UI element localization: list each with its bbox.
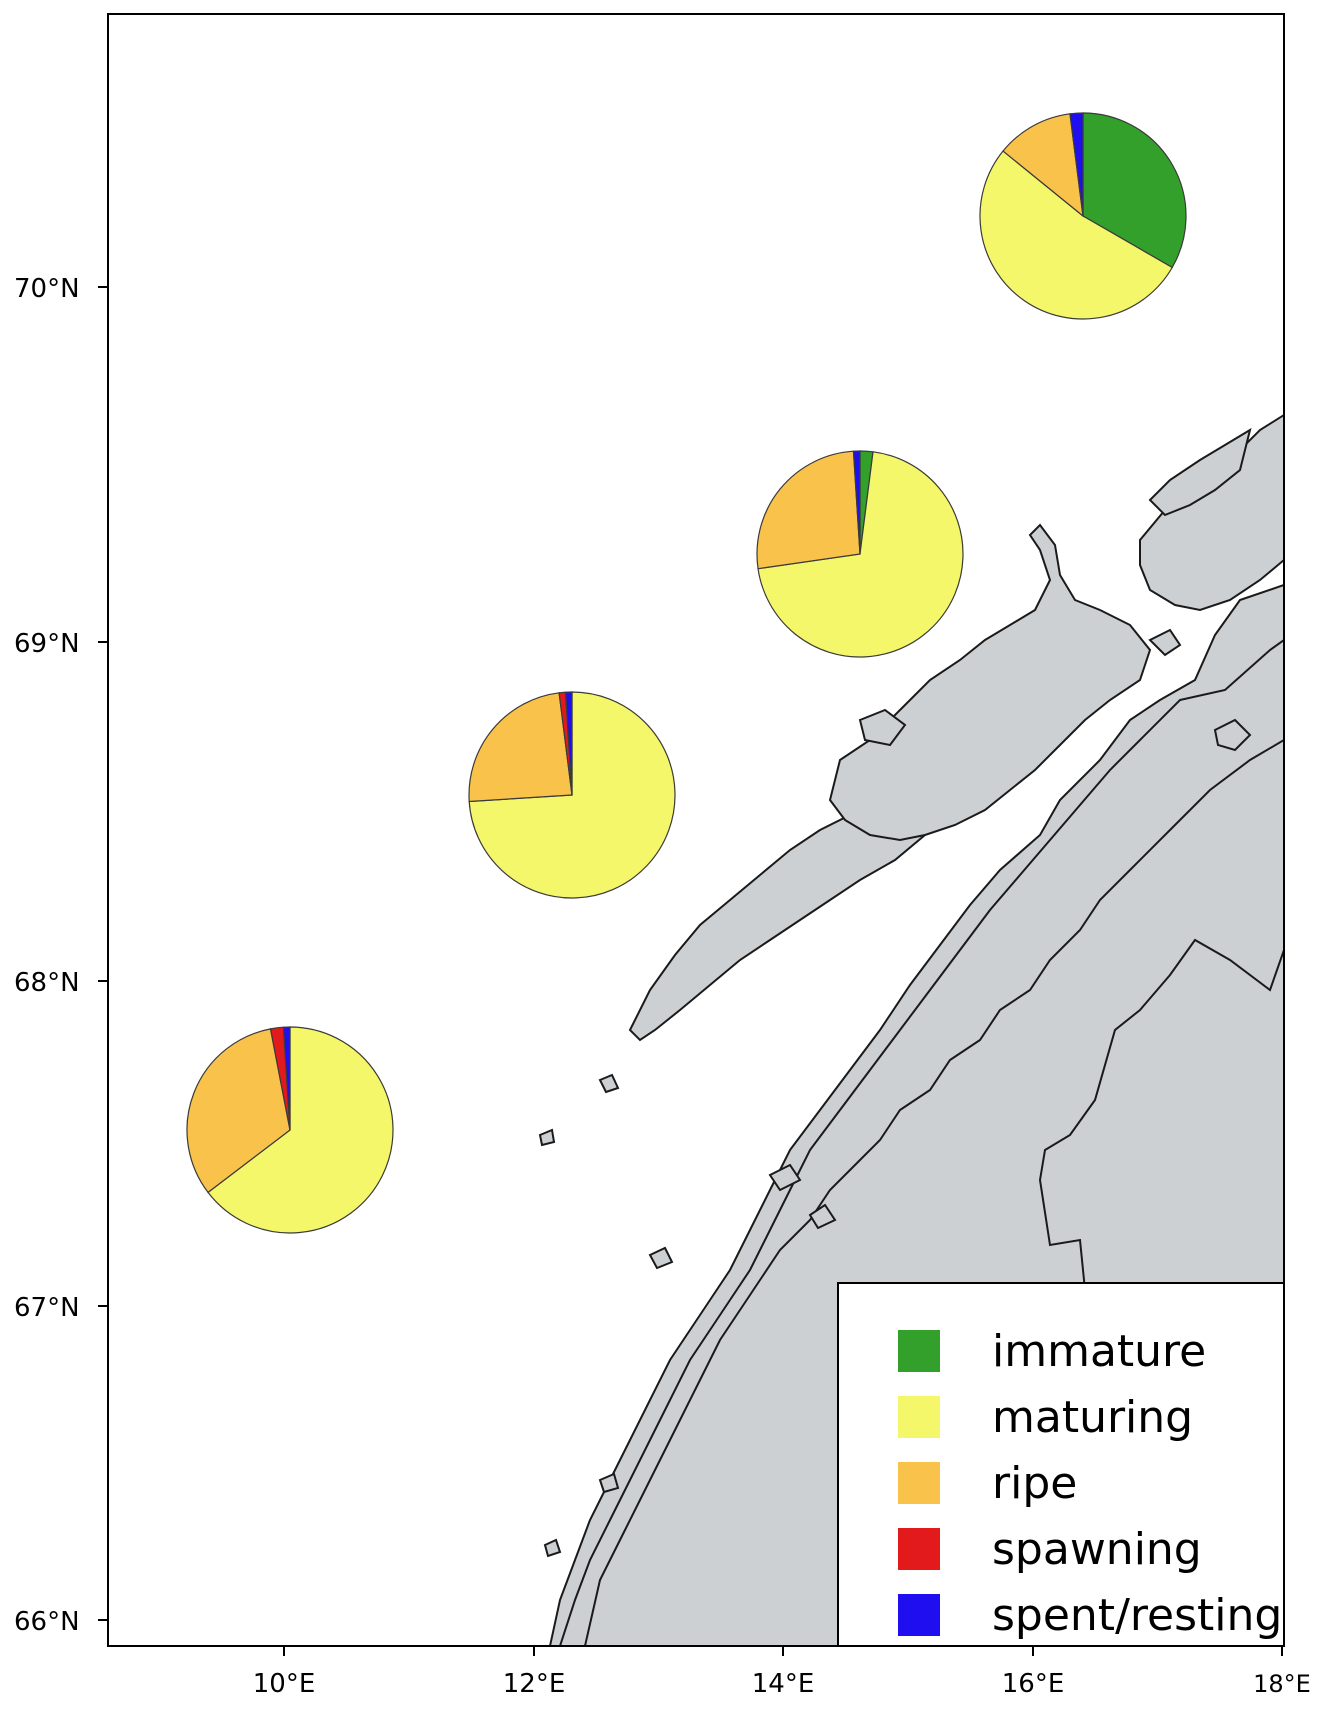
lon-label-18: 18°E [1253, 1670, 1311, 1698]
mainland-fringe [558, 638, 1284, 1646]
lon-label-14: 14°E [752, 1669, 815, 1699]
legend-swatch-spent-resting [898, 1594, 940, 1636]
pie-3-slice-spent-resting [564, 691, 573, 796]
islet-2 [538, 1128, 556, 1147]
pie-3-slice-ripe [468, 692, 573, 803]
pie-1-slice-immature [1082, 112, 1187, 269]
lat-label-69: 69°N [14, 629, 80, 659]
pie-2 [756, 450, 964, 658]
islet-5 [858, 708, 907, 747]
country-border [1038, 938, 1284, 1331]
legend-label-spent-resting: spent/resting [992, 1590, 1282, 1641]
pie-4-slice-spent-resting [282, 1026, 291, 1131]
pie-1-slice-ripe [1002, 113, 1084, 218]
lat-label-68: 68°N [14, 968, 80, 998]
islet-8 [648, 1246, 674, 1270]
lat-label-67: 67°N [14, 1293, 80, 1323]
pie-2-slice-ripe [756, 450, 861, 570]
map-frame [107, 13, 1285, 1647]
legend-label-spawning: spawning [992, 1524, 1202, 1575]
pie-4-slice-ripe [186, 1028, 291, 1194]
lat-label-70: 70°N [14, 274, 80, 304]
lat-label-66: 66°N [14, 1607, 80, 1637]
islet-3 [768, 1163, 802, 1192]
pie-4 [186, 1026, 394, 1234]
legend-label-maturing: maturing [992, 1392, 1193, 1443]
legend-swatch-maturing [898, 1396, 940, 1438]
legend-label-ripe: ripe [992, 1458, 1077, 1509]
legend-swatch-spawning [898, 1528, 940, 1570]
kvaloya-island [1148, 427, 1252, 517]
lon-label-10: 10°E [253, 1669, 316, 1699]
islet-1 [598, 1073, 620, 1094]
legend-swatch-immature [898, 1330, 940, 1372]
pie-1-slice-spent-resting [1069, 112, 1084, 217]
islet-4 [808, 1203, 837, 1230]
islet-7 [1148, 628, 1182, 657]
legend-swatch-ripe [898, 1462, 940, 1504]
legend: immature maturing ripe spawning spent/re… [837, 1282, 1285, 1647]
lat-axis: 70°N 69°N 68°N 67°N 66°N [14, 274, 108, 1637]
lon-label-12: 12°E [503, 1669, 566, 1699]
islet-6 [1213, 718, 1252, 752]
pie-1 [979, 112, 1187, 320]
pie-layer [186, 112, 1187, 1234]
vesteralen-islands [828, 523, 1152, 842]
pie-2-slice-spent-resting [852, 450, 861, 555]
legend-label-immature: immature [992, 1326, 1206, 1377]
islet-9 [543, 1538, 562, 1558]
pie-4-slice-maturing [207, 1026, 394, 1234]
lon-axis: 10°E 12°E 14°E 16°E 18°E [253, 1646, 1311, 1699]
lon-label-16: 16°E [1002, 1669, 1065, 1699]
islet-10 [598, 1472, 620, 1494]
pie-1-slice-maturing [979, 150, 1174, 320]
pie-3 [468, 691, 676, 899]
